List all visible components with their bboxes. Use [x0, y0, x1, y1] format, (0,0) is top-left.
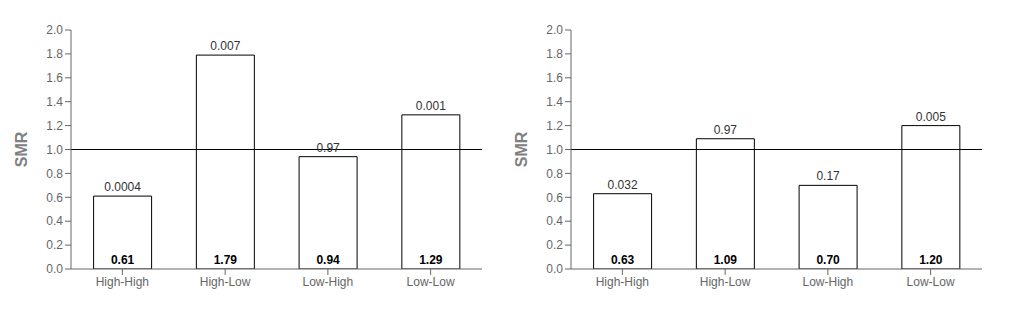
- svg-text:SMR: SMR: [513, 131, 530, 167]
- svg-text:1.79: 1.79: [214, 253, 238, 267]
- svg-text:1.4: 1.4: [546, 95, 563, 109]
- svg-text:0.97: 0.97: [316, 141, 340, 155]
- svg-text:0.032: 0.032: [608, 178, 638, 192]
- svg-text:0.6: 0.6: [46, 191, 63, 205]
- svg-text:0.17: 0.17: [816, 169, 840, 183]
- svg-text:1.8: 1.8: [546, 47, 563, 61]
- svg-text:0.2: 0.2: [546, 238, 563, 252]
- svg-text:1.20: 1.20: [919, 253, 943, 267]
- svg-text:0.94: 0.94: [316, 253, 340, 267]
- svg-text:0.0: 0.0: [546, 262, 563, 276]
- svg-text:0.6: 0.6: [546, 191, 563, 205]
- svg-text:0.007: 0.007: [210, 39, 240, 53]
- svg-text:0.001: 0.001: [416, 99, 446, 113]
- svg-text:1.2: 1.2: [46, 119, 63, 133]
- svg-text:1.29: 1.29: [419, 253, 443, 267]
- svg-text:1.6: 1.6: [46, 71, 63, 85]
- svg-text:0.4: 0.4: [46, 214, 63, 228]
- svg-text:1.2: 1.2: [546, 119, 563, 133]
- svg-text:2.0: 2.0: [546, 23, 563, 37]
- svg-text:High-Low: High-Low: [200, 275, 251, 289]
- svg-text:0.8: 0.8: [546, 167, 563, 181]
- svg-text:1.0: 1.0: [546, 143, 563, 157]
- svg-text:0.97: 0.97: [714, 123, 738, 137]
- svg-text:0.8: 0.8: [46, 167, 63, 181]
- svg-text:1.09: 1.09: [714, 253, 738, 267]
- svg-text:0.4: 0.4: [546, 214, 563, 228]
- svg-text:High-High: High-High: [596, 275, 649, 289]
- svg-text:0.0: 0.0: [46, 262, 63, 276]
- svg-text:1.8: 1.8: [46, 47, 63, 61]
- svg-text:2.0: 2.0: [46, 23, 63, 37]
- svg-text:Low-Low: Low-Low: [407, 275, 455, 289]
- svg-text:High-Low: High-Low: [700, 275, 751, 289]
- svg-text:1.0: 1.0: [46, 143, 63, 157]
- svg-text:0.61: 0.61: [111, 253, 135, 267]
- svg-text:0.005: 0.005: [916, 110, 946, 124]
- svg-text:Low-High: Low-High: [303, 275, 354, 289]
- svg-text:1.4: 1.4: [46, 95, 63, 109]
- svg-text:SMR: SMR: [13, 131, 30, 167]
- svg-text:Low-High: Low-High: [803, 275, 854, 289]
- svg-text:0.63: 0.63: [611, 253, 635, 267]
- svg-text:Low-Low: Low-Low: [907, 275, 955, 289]
- svg-text:1.6: 1.6: [546, 71, 563, 85]
- svg-text:0.2: 0.2: [46, 238, 63, 252]
- svg-text:0.0004: 0.0004: [104, 180, 141, 194]
- svg-text:High-High: High-High: [96, 275, 149, 289]
- svg-text:0.70: 0.70: [816, 253, 840, 267]
